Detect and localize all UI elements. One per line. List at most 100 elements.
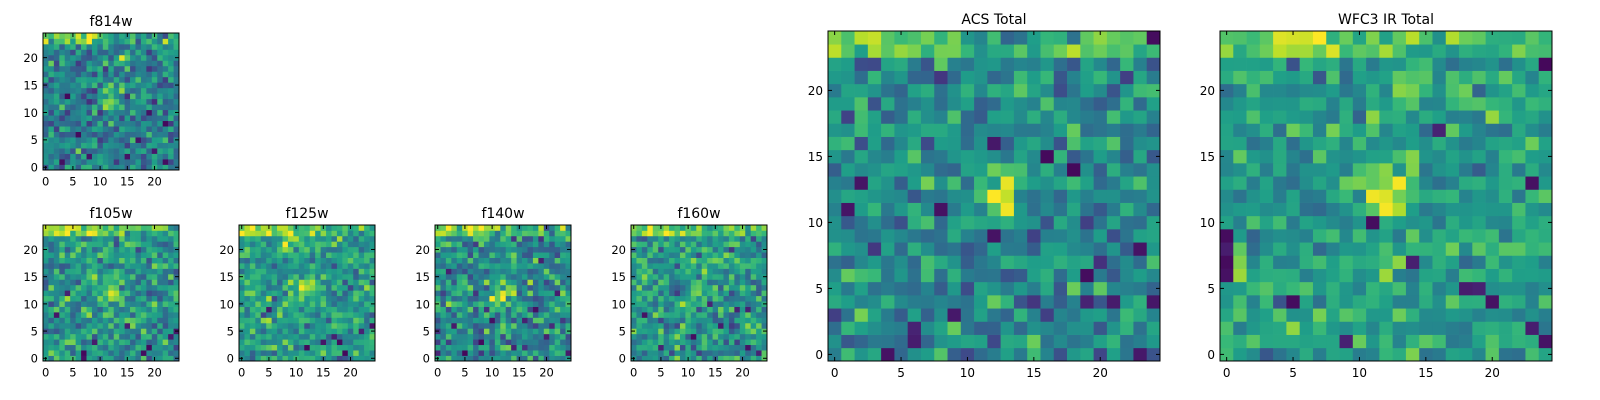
heatmap-cell: [173, 153, 180, 160]
heatmap-cell: [718, 263, 724, 269]
heatmap-cell: [130, 33, 136, 39]
heatmap-cell: [255, 230, 262, 237]
heatmap-cell: [320, 328, 327, 335]
heatmap-cell: [636, 333, 643, 340]
heatmap-cell: [565, 279, 572, 286]
heatmap-cell: [347, 279, 354, 286]
heatmap-cell: [102, 268, 109, 275]
y-tick-label: 15: [23, 270, 38, 284]
heatmap-cell: [761, 268, 768, 275]
heatmap-cell: [91, 120, 98, 127]
heatmap-cell: [1326, 268, 1340, 283]
heatmap-cell: [277, 273, 283, 280]
heatmap-cell: [309, 306, 316, 313]
heatmap-cell: [315, 322, 321, 329]
heatmap-cell: [135, 109, 142, 116]
heatmap-cell: [478, 355, 485, 362]
heatmap-cell: [854, 110, 869, 124]
heatmap-cell: [70, 76, 76, 83]
heatmap-cell: [462, 339, 468, 346]
heatmap-cell: [287, 241, 294, 248]
heatmap-cell: [342, 273, 349, 280]
heatmap-cell: [326, 355, 332, 362]
heatmap-cell: [81, 268, 87, 275]
x-tick-label: 20: [147, 366, 162, 380]
heatmap-cell: [445, 295, 452, 302]
heatmap-cell: [293, 273, 300, 280]
heatmap-cell: [64, 148, 71, 154]
heatmap-cell: [342, 312, 349, 318]
heatmap-cell: [287, 290, 294, 297]
heatmap-cell: [696, 268, 703, 275]
heatmap-cell: [1246, 176, 1261, 190]
heatmap-cell: [987, 321, 1001, 335]
heatmap-cell: [1080, 334, 1094, 349]
heatmap-cell: [315, 279, 321, 286]
heatmap-cell: [64, 339, 71, 346]
heatmap-cell: [674, 328, 681, 335]
heatmap-cell: [70, 273, 76, 280]
heatmap-cell: [358, 322, 365, 329]
heatmap-cell: [293, 339, 300, 346]
heatmap-cell: [1120, 57, 1134, 71]
heatmap-cell: [974, 295, 988, 309]
heatmap-cell: [456, 241, 463, 248]
heatmap-cell: [1525, 110, 1540, 124]
heatmap-cell: [59, 131, 66, 138]
panel-title: f160w: [677, 206, 720, 222]
heatmap-cell: [1259, 215, 1274, 230]
heatmap-cell: [124, 241, 131, 248]
heatmap-cell: [828, 44, 842, 58]
heatmap-cell: [102, 54, 109, 61]
heatmap-cell: [679, 290, 686, 297]
heatmap-cell: [478, 257, 485, 264]
heatmap-cell: [1106, 295, 1121, 309]
heatmap-cell: [130, 115, 136, 122]
heatmap-cell: [1538, 70, 1553, 85]
heatmap-cell: [674, 252, 681, 258]
heatmap-cell: [652, 279, 659, 286]
heatmap-cell: [1040, 163, 1055, 177]
heatmap-cell: [287, 322, 294, 329]
heatmap-cell: [679, 257, 686, 264]
heatmap-cell: [1013, 136, 1028, 151]
heatmap-cell: [894, 176, 909, 190]
heatmap-cell: [663, 306, 670, 313]
heatmap-cell: [685, 306, 692, 313]
x-tick-label: 0: [1223, 366, 1231, 380]
heatmap-cell: [669, 284, 675, 291]
heatmap-cell: [162, 257, 169, 264]
heatmap-cell: [511, 306, 517, 313]
heatmap-cell: [244, 246, 251, 253]
y-tick-label: 15: [1200, 150, 1215, 164]
heatmap-cell: [960, 149, 975, 164]
heatmap-cell: [1419, 44, 1433, 58]
heatmap-cell: [1339, 31, 1354, 45]
heatmap-cell: [560, 322, 566, 329]
heatmap-cell: [64, 252, 71, 258]
heatmap-cell: [734, 257, 741, 264]
heatmap-cell: [157, 225, 164, 231]
heatmap-cell: [91, 71, 98, 78]
heatmap-cell: [1445, 308, 1460, 322]
heatmap-cell: [140, 164, 147, 171]
heatmap-cell: [287, 273, 294, 280]
heatmap-cell: [53, 38, 60, 45]
heatmap-cell: [140, 82, 147, 89]
heatmap-cell: [750, 252, 757, 258]
heatmap-cell: [516, 350, 523, 356]
heatmap-cell: [48, 43, 55, 50]
heatmap-cell: [1133, 163, 1148, 177]
heatmap-cell: [293, 317, 300, 324]
heatmap-cell: [364, 230, 370, 237]
heatmap-cell: [97, 284, 104, 291]
heatmap-cell: [151, 295, 158, 302]
heatmap-cell: [828, 308, 842, 322]
heatmap-cell: [135, 350, 142, 356]
heatmap-cell: [48, 290, 55, 297]
heatmap-cell: [554, 290, 561, 297]
heatmap-cell: [91, 268, 98, 275]
heatmap-cell: [554, 284, 561, 291]
heatmap-cell: [841, 268, 855, 283]
heatmap-cell: [739, 230, 746, 237]
